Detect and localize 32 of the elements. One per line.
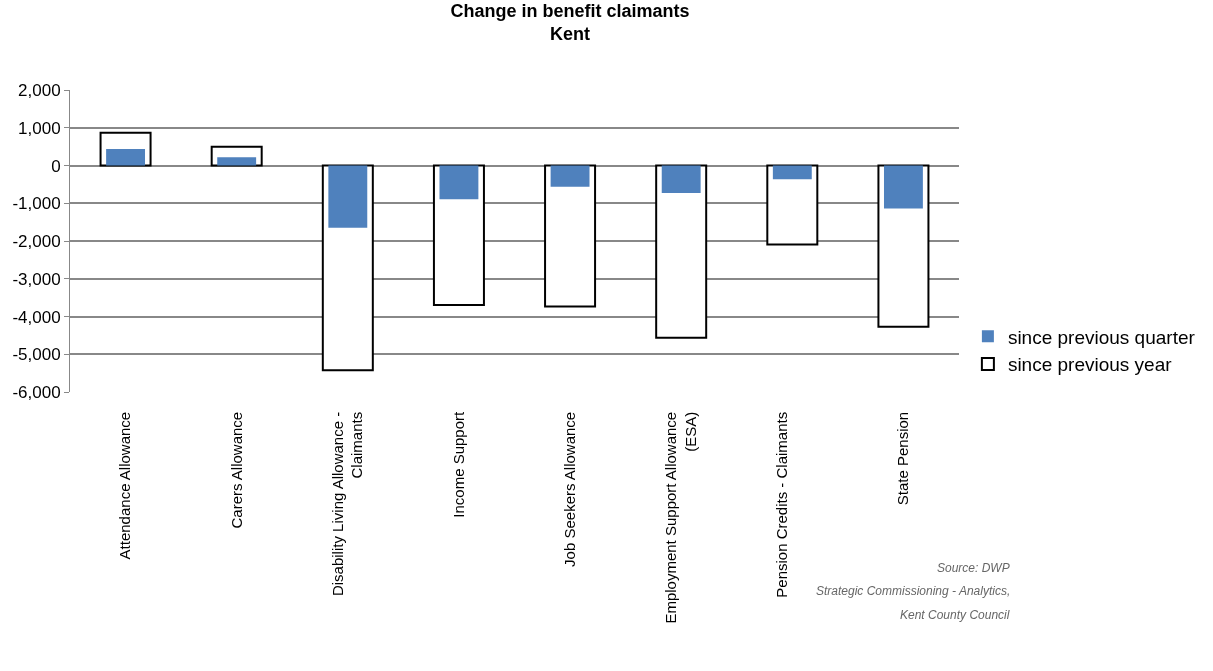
bar xyxy=(439,165,479,200)
bar xyxy=(772,165,812,180)
text: Kent County Council xyxy=(900,608,1010,622)
bar xyxy=(661,165,701,194)
text: Strategic Commissioning - Analytics, xyxy=(816,584,1011,598)
bar xyxy=(328,165,368,228)
x-tick-label: Employment Support Allowance (ESA) xyxy=(662,411,699,624)
source-note: Source: DWP xyxy=(937,561,1010,575)
x-tick-label: Job Seekers Allowance xyxy=(560,411,578,567)
bar xyxy=(883,165,923,209)
y-tick-label: -4,000 xyxy=(12,307,61,327)
y-tick-label: -1,000 xyxy=(12,194,61,214)
y-tick-label: 1,000 xyxy=(18,118,61,138)
bar xyxy=(217,157,257,166)
legend-label: since previous quarter xyxy=(1007,326,1196,348)
y-tick-label: 0 xyxy=(51,156,61,176)
y-tick-label: 2,000 xyxy=(18,80,61,100)
x-tick-label: Disability Living Allowance - Claimants xyxy=(328,411,366,597)
x-tick-label: Pension Credits - Claimants xyxy=(773,411,791,598)
bar xyxy=(106,148,146,166)
x-tick-label: Carers Allowance xyxy=(227,411,245,529)
x-tick-label: State Pension xyxy=(894,411,912,506)
legend-label: since previous year xyxy=(1007,354,1173,376)
chart-title: Change in benefit claimants xyxy=(450,0,690,21)
bar xyxy=(550,165,590,187)
chart-subtitle: Kent xyxy=(550,24,591,45)
y-tick-label: -2,000 xyxy=(12,232,61,252)
x-tick-label: Attendance Allowance xyxy=(116,411,134,560)
x-tick-label: Income Support xyxy=(449,410,467,518)
y-tick-label: -5,000 xyxy=(12,345,61,365)
y-tick-label: -3,000 xyxy=(12,269,61,289)
y-tick-label: -6,000 xyxy=(12,383,61,403)
